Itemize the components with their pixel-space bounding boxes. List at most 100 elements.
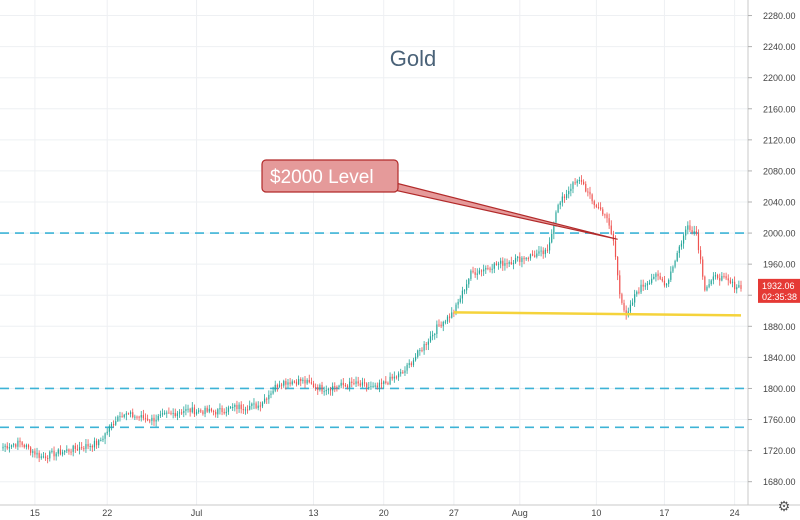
candle-body: [414, 356, 417, 361]
candle-body: [487, 267, 489, 269]
candle-body: [100, 440, 102, 442]
candle-body: [651, 278, 653, 283]
candle-body: [217, 409, 219, 415]
candle-body: [729, 280, 731, 283]
candle-body: [653, 276, 655, 279]
candle-body: [566, 194, 568, 199]
candle-body: [504, 263, 506, 266]
x-axis: 15 22 Jul 13 20 27 Aug 10 17 24: [30, 508, 740, 518]
last-price: 1932.06: [762, 281, 795, 291]
candle-body: [580, 180, 583, 182]
candle-body: [274, 384, 276, 391]
candle-body: [174, 412, 176, 417]
candle-body: [142, 415, 144, 419]
candle-body: [672, 266, 674, 272]
candle-body: [689, 225, 691, 231]
candle-body: [40, 456, 42, 458]
candle-body: [527, 258, 529, 260]
gear-icon[interactable]: ⚙: [777, 498, 791, 514]
candle-body: [61, 452, 64, 455]
candle-body: [497, 263, 500, 265]
candle-body: [42, 456, 45, 458]
candle-body: [423, 344, 425, 351]
candle-body: [583, 181, 585, 184]
candle-body: [483, 269, 485, 272]
candle-body: [2, 446, 4, 449]
candle-body: [236, 404, 238, 409]
candle-body: [542, 250, 544, 255]
candle-body: [659, 276, 661, 279]
candle-body: [178, 412, 181, 414]
candle-body: [359, 383, 361, 386]
candle-body: [293, 381, 295, 383]
candle-body: [446, 316, 449, 322]
candle-body: [617, 256, 619, 276]
candle-body: [161, 413, 164, 415]
candle-body: [81, 447, 83, 449]
candle-body: [310, 382, 312, 384]
candle-body: [166, 412, 168, 414]
x-tick-label: 10: [591, 508, 601, 518]
candle-body: [699, 250, 702, 260]
candle-body: [531, 254, 534, 256]
candle-body: [23, 444, 25, 448]
candle-body: [719, 278, 721, 281]
candle-body: [546, 249, 549, 251]
candle-body: [676, 252, 678, 262]
x-tick-label: Aug: [512, 508, 528, 518]
candle-body: [25, 445, 27, 448]
candle-body: [76, 448, 79, 450]
candle-body: [634, 294, 636, 303]
candle-body: [614, 240, 617, 257]
candle-body: [397, 373, 400, 378]
candle-body: [55, 453, 57, 457]
candle-body: [242, 409, 244, 411]
candle-body: [391, 376, 393, 379]
candle-body: [106, 431, 108, 434]
candle-body: [642, 284, 644, 287]
candle-body: [680, 243, 683, 247]
candle-body: [70, 451, 72, 453]
candle-body: [523, 257, 525, 260]
y-tick-label: 1880.00: [763, 322, 796, 332]
y-tick-label: 2240.00: [763, 42, 796, 52]
y-tick-label: 1720.00: [763, 446, 796, 456]
candle-body: [461, 290, 463, 299]
candle-body: [712, 276, 714, 281]
candle-body: [472, 270, 474, 273]
candle-body: [134, 416, 136, 418]
candle-body: [648, 282, 651, 284]
candle-body: [593, 201, 595, 206]
candle-body: [393, 376, 395, 379]
candle-body: [159, 414, 161, 416]
candle-body: [436, 324, 438, 334]
candle-body: [410, 363, 412, 366]
candle-body: [351, 381, 353, 383]
candle-body: [440, 324, 442, 327]
candle-body: [538, 251, 540, 254]
candle-body: [51, 450, 53, 452]
candle-body: [147, 418, 149, 421]
candle-body: [695, 231, 697, 234]
candle-body: [476, 273, 478, 275]
candle-body: [738, 285, 740, 288]
candle-body: [312, 383, 315, 387]
candle-body: [140, 415, 142, 418]
x-tick-label: 17: [659, 508, 669, 518]
candle-body: [68, 449, 70, 452]
candle-body: [568, 191, 570, 195]
candle-body: [112, 424, 115, 426]
candle-body: [361, 382, 364, 386]
candle-body: [95, 440, 98, 446]
price-tag-box: [758, 278, 800, 303]
candle-body: [72, 445, 74, 452]
candle-body: [395, 376, 398, 378]
candle-body: [678, 246, 680, 253]
candle-body: [191, 407, 193, 413]
x-tick-label: 20: [379, 508, 389, 518]
candle-body: [208, 408, 210, 412]
candle-body: [385, 381, 387, 383]
